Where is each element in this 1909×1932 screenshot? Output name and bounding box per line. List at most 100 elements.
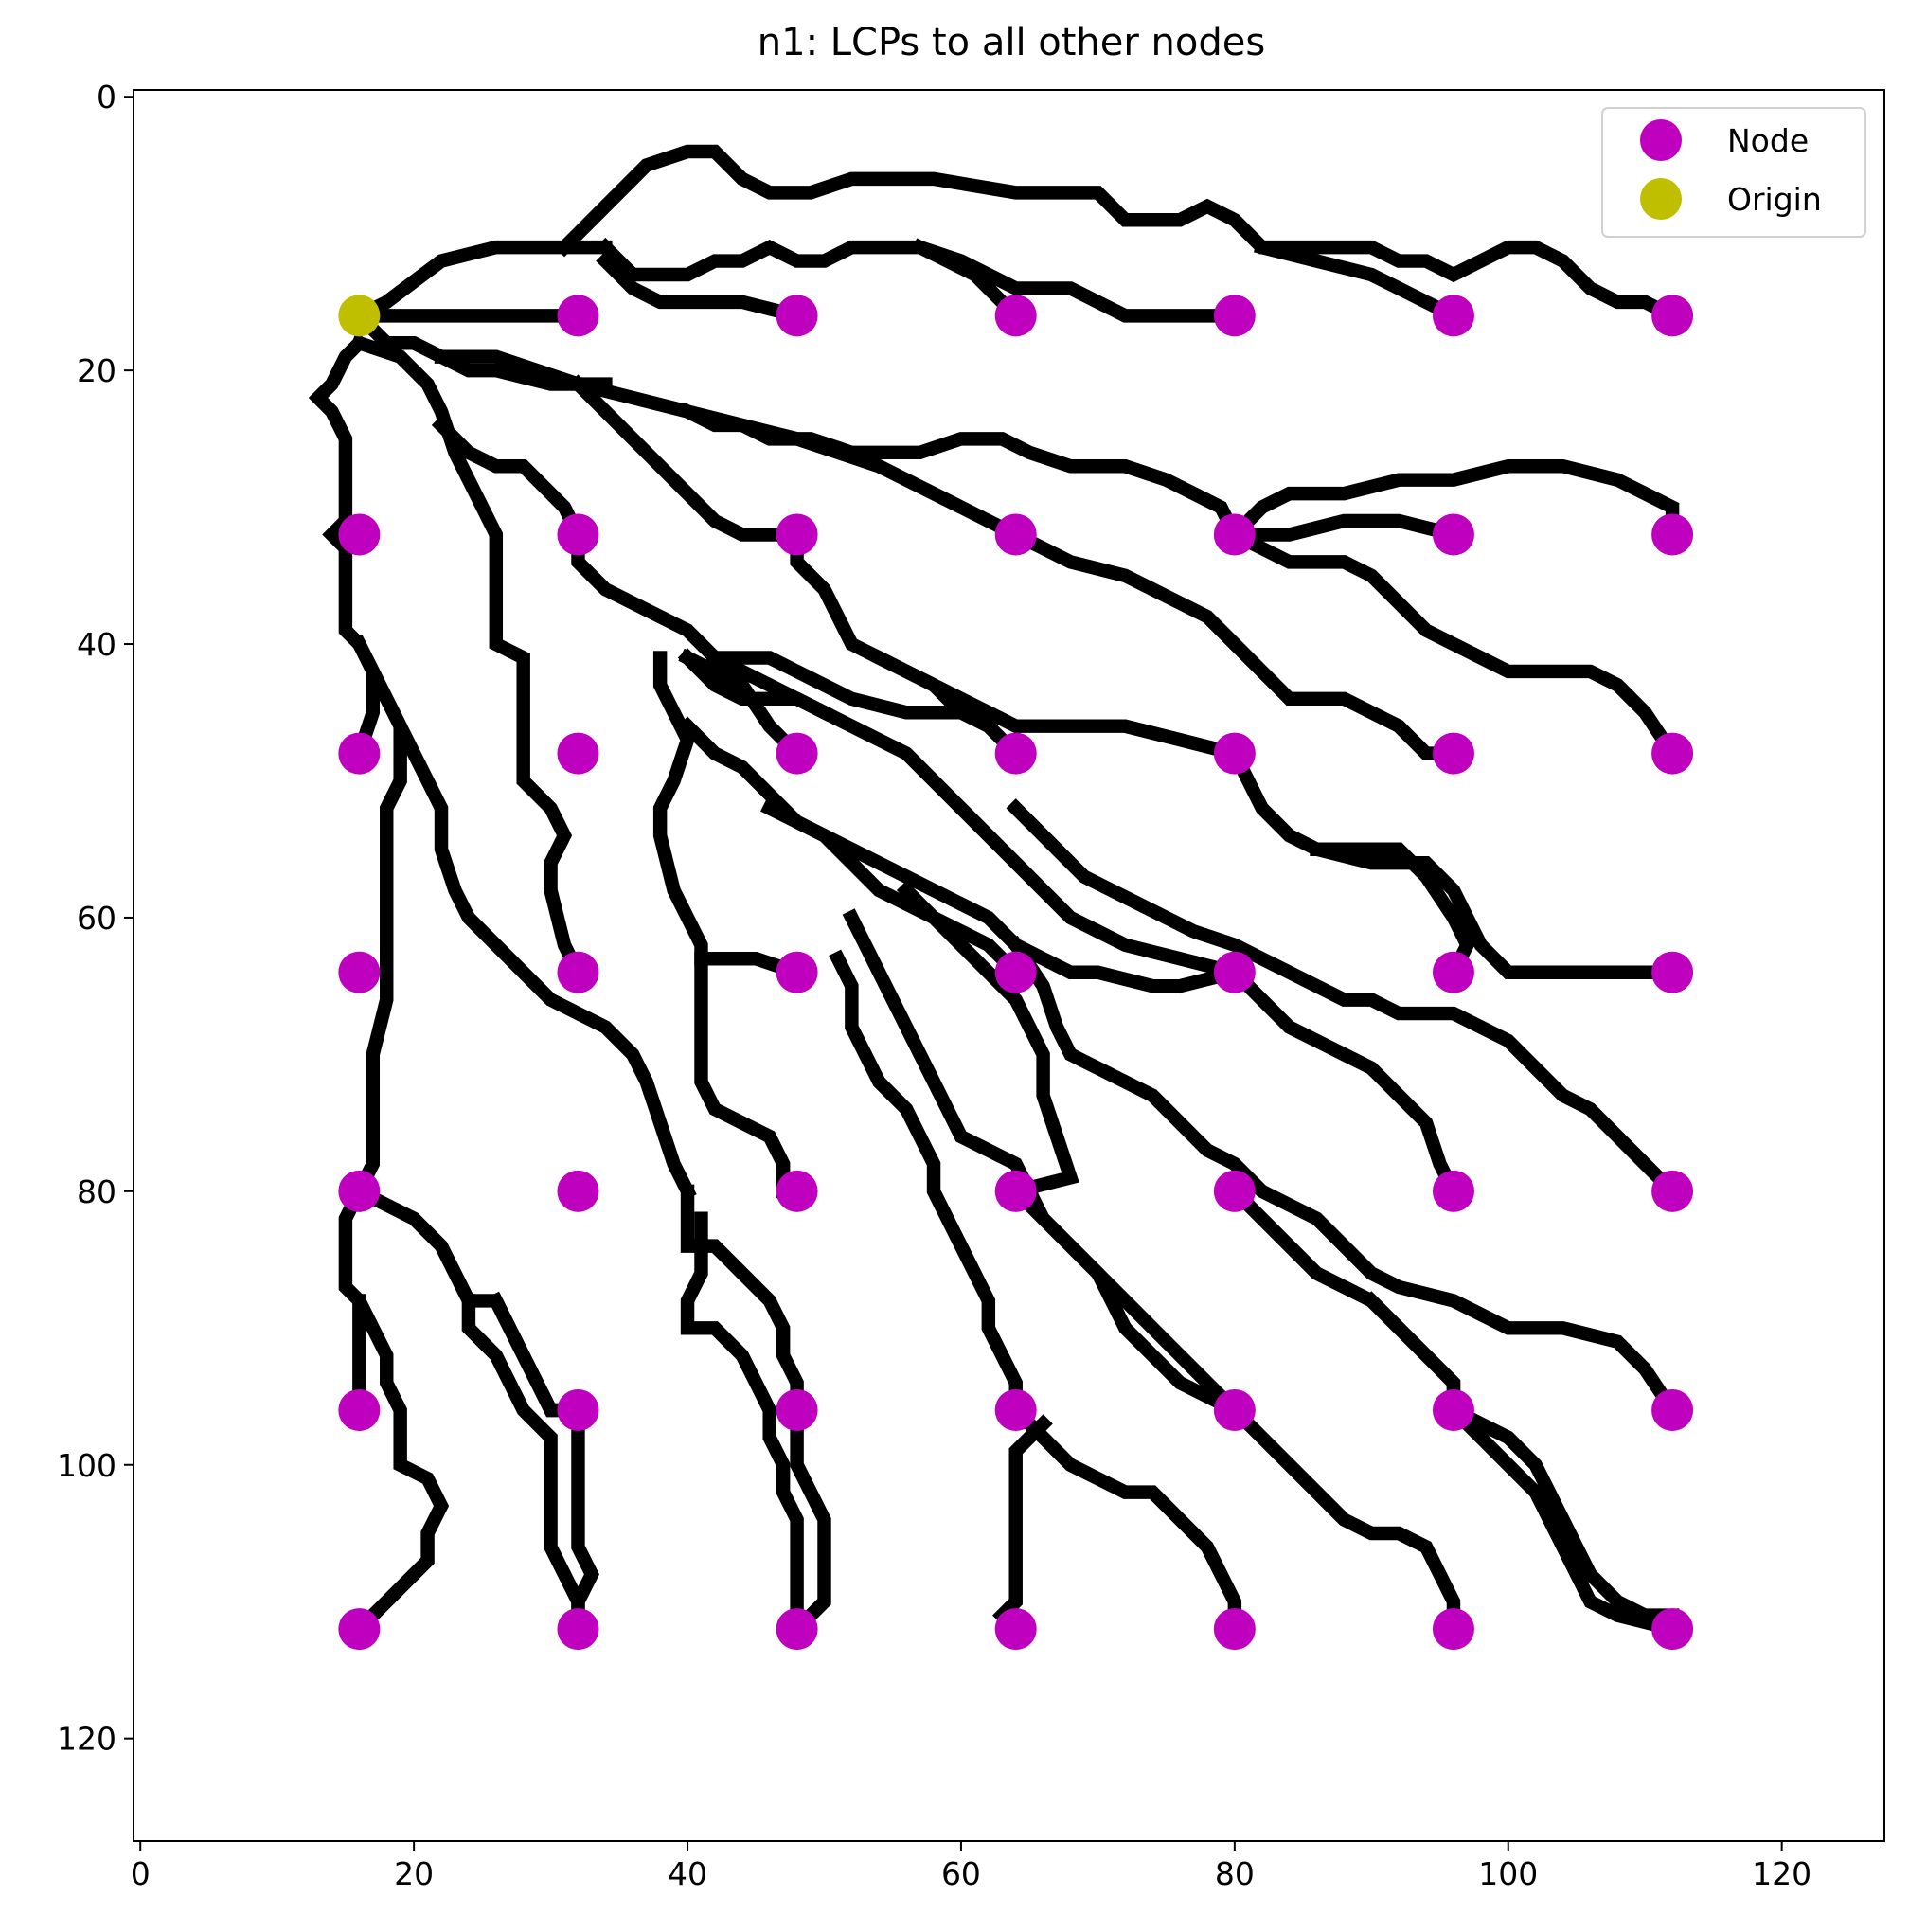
node-marker [776,1388,818,1431]
node-marker [994,1388,1037,1431]
node-marker [994,951,1037,993]
x-tick-label: 0 [131,1855,151,1892]
x-tick-label: 120 [1752,1855,1811,1892]
lcp-path [461,1294,585,1637]
lcp-path [350,334,588,982]
lcp-path [1224,962,1463,1201]
lcp-path [680,1211,804,1637]
lcp-path [1006,798,1683,1202]
node-marker [338,1388,381,1431]
node-marker [1213,951,1256,993]
lcp-path [678,402,1026,545]
legend-origin-label: Origin [1727,181,1822,218]
lcp-path [571,1403,599,1637]
node-marker [994,732,1037,775]
lcp-path [829,949,1023,1418]
node-marker [994,295,1037,337]
node-marker [1432,1388,1474,1431]
chart-title: n1: LCPs to all other nodes [757,21,1266,64]
x-tick-label: 80 [1215,1855,1255,1892]
lcp-path [694,952,806,981]
lcp-path [1006,1181,1245,1421]
legend-origin-swatch [1640,178,1682,220]
node-marker [1432,732,1474,775]
node-marker [1432,295,1474,337]
node-marker [994,513,1037,556]
lcp-path [1227,513,1462,544]
lcp-path [349,662,407,1201]
node-marker [1432,513,1474,556]
lcp-path [571,528,1026,763]
lcp-path [869,648,1026,763]
lcp-path [487,1291,585,1418]
node-marker [776,295,818,337]
node-marker [557,1608,599,1651]
node-marker [1432,1170,1474,1212]
node-marker [776,513,818,556]
lcp-path [1225,525,1683,763]
lcp-path [678,648,807,763]
node-marker [1651,295,1694,337]
y-tick-label: 120 [57,1721,116,1758]
x-tick-label: 60 [941,1855,981,1892]
lcp-path [1444,1401,1680,1622]
legend-node-swatch [1640,119,1682,161]
lcp-path [677,648,1243,981]
node-marker [1651,1608,1694,1651]
node-marker [1651,1388,1694,1431]
lcp-path [1224,1400,1461,1637]
lcp-path [568,374,804,542]
node-marker [338,1170,381,1212]
node-marker [1651,951,1694,993]
node-marker [338,951,381,993]
node-marker [338,1608,381,1651]
node-marker [776,951,818,993]
node-marker [1213,1170,1256,1212]
lcp-path [760,798,1026,982]
lcp-path [652,651,804,1199]
node-marker [338,732,381,775]
legend-node-label: Node [1727,122,1809,159]
node-marker [557,951,599,993]
lcp-path [1007,525,1461,760]
lcp-path [434,349,1244,545]
lcp-path [1224,459,1680,545]
node-marker [994,1608,1037,1651]
node-marker [338,513,381,556]
node-marker [557,295,599,337]
node-marker [557,1388,599,1431]
lcp-path [677,716,1243,993]
axes-frame [133,89,1885,1842]
node-marker [1651,1170,1694,1212]
lcp-path [1006,1400,1242,1637]
node-marker [1432,1608,1474,1651]
y-tick-label: 0 [97,79,116,116]
lcp-path [1006,935,1683,1420]
lcp-path [705,648,834,722]
x-tick-label: 100 [1478,1855,1538,1892]
lcp-path [338,1182,450,1639]
y-tick-label: 40 [77,626,116,663]
lcp-path [596,237,1242,323]
y-tick-label: 80 [77,1173,116,1210]
node-marker [557,732,599,775]
lcp-path [596,251,806,325]
lcp-path [910,238,1026,326]
y-tick-label: 100 [57,1447,116,1484]
node-marker [1213,1388,1256,1431]
node-marker [776,1170,818,1212]
lcp-path [1310,842,1475,982]
node-marker [994,1170,1037,1212]
y-tick-label: 20 [77,352,116,389]
node-marker [1213,513,1256,556]
lcp-path [896,880,1079,1200]
lcp-path [554,144,1682,326]
node-marker [1213,295,1256,337]
node-marker [1213,1608,1256,1651]
x-tick-label: 20 [394,1855,434,1892]
lcp-path [1225,743,1680,979]
node-marker [1651,732,1694,775]
node-marker [776,1608,818,1651]
node-marker [557,1170,599,1212]
